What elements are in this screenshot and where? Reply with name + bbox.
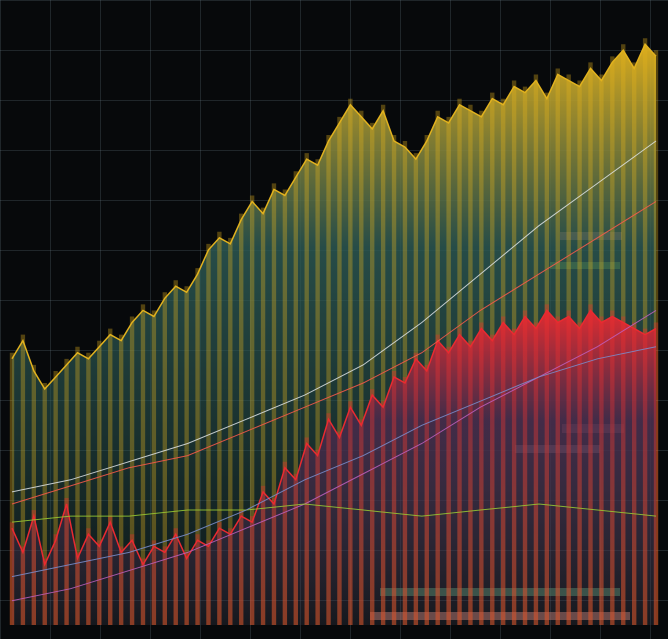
- area-edge: [11, 42, 657, 391]
- trend-line: [11, 140, 657, 493]
- trend-line: [11, 201, 657, 505]
- trend-line: [11, 309, 657, 602]
- trend-line: [11, 346, 657, 578]
- trend-line: [11, 503, 657, 523]
- area-edge: [11, 309, 657, 567]
